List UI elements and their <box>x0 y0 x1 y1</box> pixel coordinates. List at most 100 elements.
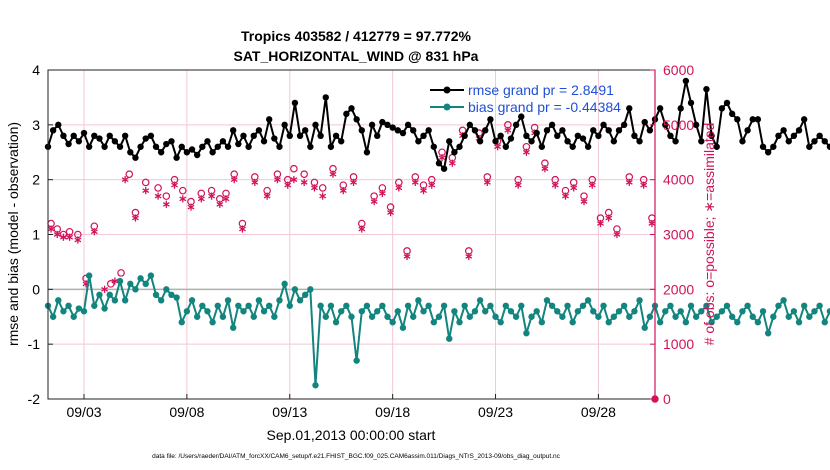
bias-point <box>662 308 669 315</box>
bias-point <box>487 302 494 309</box>
rmse-point <box>291 99 299 107</box>
rmse-point <box>70 132 77 139</box>
rmse-point <box>605 127 612 134</box>
obs-assimilated-stroke <box>350 180 358 185</box>
obs-assimilated-stroke <box>648 221 656 226</box>
obs-assimilated-stroke <box>522 149 530 155</box>
obs-assimilated-stroke <box>411 180 419 185</box>
rmse-point <box>358 127 365 134</box>
bias-point <box>296 297 304 304</box>
obs-assimilated-point <box>411 178 419 187</box>
rmse-point <box>80 129 88 137</box>
obs-assimilated-stroke <box>370 199 378 204</box>
rmse-point <box>770 143 777 150</box>
obs-assimilated-point <box>121 176 129 184</box>
bias-point <box>451 308 458 315</box>
rmse-point <box>394 127 401 134</box>
obs-assimilated-stroke <box>448 160 456 166</box>
obs-assimilated-stroke <box>562 193 569 199</box>
bias-point <box>615 308 623 315</box>
bias-point <box>121 297 129 304</box>
rmse-point <box>656 105 664 112</box>
obs-assimilated-stroke <box>438 155 446 161</box>
obs-assimilated-point <box>387 208 395 217</box>
obs-assimilated-point <box>580 198 588 206</box>
obs-assimilated-point <box>197 195 205 203</box>
rmse-point <box>790 132 798 139</box>
bias-point <box>641 324 648 331</box>
rmse-point <box>471 127 479 134</box>
rmse-point <box>101 143 108 150</box>
bias-point <box>806 313 813 320</box>
obs-assimilated-point <box>483 178 491 187</box>
rmse-point <box>579 135 587 142</box>
obs-assimilated-point <box>263 192 271 200</box>
rmse-point <box>723 99 731 107</box>
bias-point <box>404 302 412 309</box>
rmse-point <box>163 140 170 148</box>
rmse-point <box>415 138 422 145</box>
rmse-point <box>811 138 818 145</box>
bias-point <box>548 302 556 309</box>
obs-assimilated-point <box>132 214 139 222</box>
rmse-point <box>780 127 787 134</box>
rmse-point <box>816 132 823 139</box>
bias-point <box>574 308 582 315</box>
bias-point <box>265 302 273 309</box>
bias-point <box>579 302 587 309</box>
bias-point <box>512 313 520 320</box>
rmse-point <box>338 138 345 145</box>
obs-assimilated-stroke <box>290 177 298 183</box>
obs-assimilated-point <box>522 148 530 156</box>
rmse-point <box>692 121 700 129</box>
rmse-point <box>620 121 628 129</box>
obs-assimilated-stroke <box>403 254 411 259</box>
rmse-point <box>749 116 756 123</box>
bias-point <box>734 319 741 326</box>
bias-point <box>307 286 314 293</box>
rmse-point <box>420 132 427 139</box>
obs-assimilated-stroke <box>640 182 648 188</box>
bias-point <box>631 308 638 315</box>
obs-assimilated-stroke <box>216 201 224 207</box>
bias-point <box>338 308 345 315</box>
rmse-point <box>399 129 407 137</box>
obs-assimilated-point <box>74 236 82 244</box>
bias-point <box>600 302 607 309</box>
bias-point <box>111 297 119 304</box>
rmse-point <box>507 135 515 142</box>
rmse-point <box>209 149 216 156</box>
rmse-point <box>764 149 772 156</box>
rmse-point <box>322 94 329 101</box>
bias-point <box>327 302 335 309</box>
obs-assimilated-stroke <box>420 188 427 193</box>
rmse-point <box>85 143 93 150</box>
bias-point <box>271 313 278 320</box>
rmse-point <box>425 127 432 134</box>
bias-point <box>764 330 772 337</box>
obs-assimilated-stroke <box>162 201 170 207</box>
y-tick-label-left: 2 <box>32 172 40 188</box>
rmse-point <box>255 127 263 134</box>
bias-point <box>286 302 293 309</box>
bias-point <box>302 291 309 299</box>
bias-point <box>543 297 551 304</box>
bias-point <box>636 297 643 304</box>
bias-point <box>163 286 170 293</box>
bias-point <box>780 297 787 304</box>
obs-possible-point <box>178 186 187 195</box>
bias-point <box>80 308 88 315</box>
obs-possible-point <box>117 269 125 277</box>
obs-possible-point <box>125 170 134 178</box>
axis-layer: -2 -1 0 1 2 3 4 0 1000 2000 3000 4000 5000 6000 09/03 0… <box>28 62 695 420</box>
bias-point <box>389 319 396 326</box>
bias-point <box>425 302 432 309</box>
obs-assimilated-stroke <box>59 234 67 240</box>
rmse-point <box>137 143 144 150</box>
bias-point <box>168 291 175 299</box>
obs-assimilated-point <box>47 225 55 233</box>
bias-point <box>399 324 407 331</box>
rmse-point <box>554 132 561 139</box>
bias-point <box>538 319 546 326</box>
bias-point <box>523 330 530 337</box>
